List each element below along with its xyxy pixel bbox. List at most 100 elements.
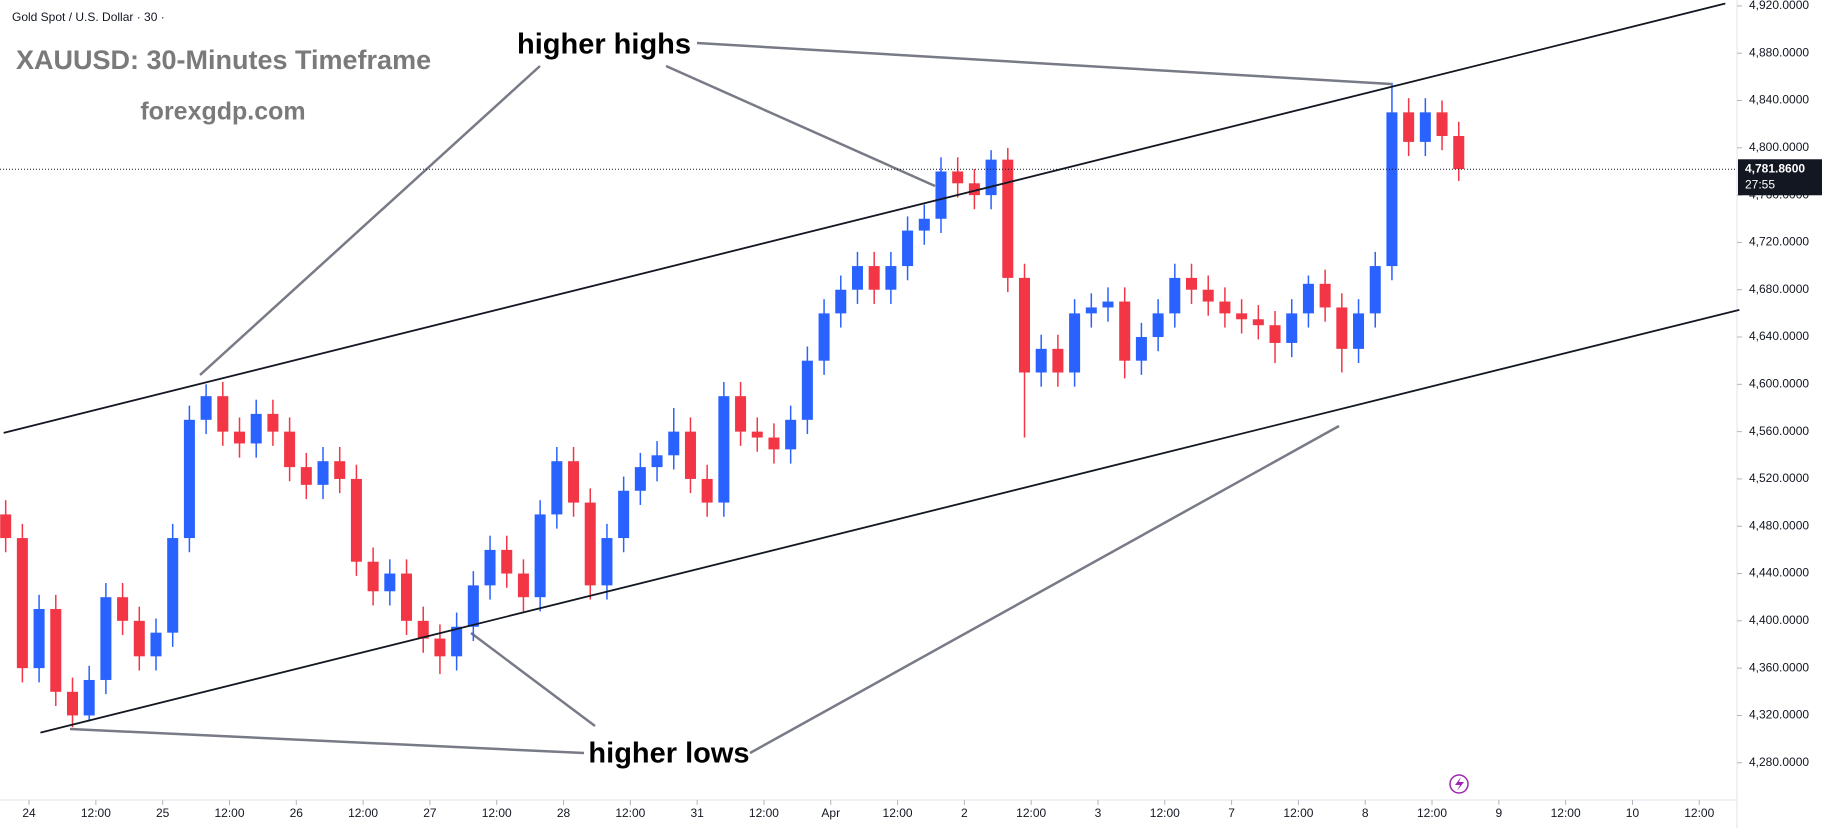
candle-body bbox=[150, 632, 162, 657]
candle-body bbox=[1453, 135, 1465, 170]
candle-body bbox=[634, 467, 646, 491]
y-tick-label: 4,320.0000 bbox=[1749, 708, 1809, 722]
site-name: forexgdp.com bbox=[140, 98, 305, 126]
y-tick-label: 4,800.0000 bbox=[1749, 140, 1809, 154]
candle-body bbox=[401, 573, 413, 621]
x-tick-label: 12:00 bbox=[348, 806, 378, 820]
x-tick-label: 3 bbox=[1095, 806, 1102, 820]
candle-body bbox=[1319, 283, 1331, 308]
candle-body bbox=[718, 396, 730, 503]
candle-body bbox=[768, 437, 780, 450]
candle-body bbox=[517, 573, 529, 598]
candle-body bbox=[1436, 112, 1448, 136]
x-tick-label: 27 bbox=[423, 806, 437, 820]
candle-body bbox=[117, 597, 129, 621]
candle-body bbox=[1119, 301, 1131, 361]
candle-body bbox=[534, 514, 546, 598]
x-tick-label: 26 bbox=[290, 806, 304, 820]
y-tick-label: 4,920.0000 bbox=[1749, 0, 1809, 12]
candle-body bbox=[1085, 307, 1097, 314]
candle-body bbox=[568, 461, 580, 503]
candle-body bbox=[885, 266, 897, 290]
candle-body bbox=[1069, 313, 1081, 373]
candle-body bbox=[1369, 266, 1381, 314]
candle-body bbox=[501, 549, 513, 574]
arrow bbox=[749, 424, 1340, 755]
candle-body bbox=[868, 266, 880, 290]
candle-body bbox=[367, 561, 379, 592]
candle-body bbox=[434, 638, 446, 657]
annotation: higher lows bbox=[588, 738, 749, 770]
candle-body bbox=[584, 502, 596, 586]
candle-body bbox=[16, 538, 28, 669]
y-tick-label: 4,520.0000 bbox=[1749, 471, 1809, 485]
x-tick-label: 12:00 bbox=[81, 806, 111, 820]
candle-body bbox=[1018, 277, 1031, 373]
candle-body bbox=[200, 396, 212, 420]
candles bbox=[0, 82, 1465, 728]
candle-body bbox=[968, 183, 980, 196]
candle-body bbox=[902, 230, 914, 267]
candle-body bbox=[668, 431, 680, 456]
candle-body bbox=[1202, 289, 1214, 302]
last-price-box bbox=[1738, 159, 1822, 196]
icon-bolt bbox=[1455, 777, 1464, 791]
candle-body bbox=[701, 478, 713, 503]
candle-body bbox=[133, 620, 145, 657]
x-tick-label: 10 bbox=[1626, 806, 1640, 820]
candle-body bbox=[1052, 348, 1064, 373]
candle-body bbox=[952, 171, 964, 184]
arrow bbox=[470, 632, 596, 727]
y-tick-label: 4,480.0000 bbox=[1749, 518, 1809, 532]
candle-body bbox=[1152, 313, 1164, 338]
candle-body bbox=[334, 461, 346, 479]
candle-body bbox=[1186, 277, 1198, 290]
candle-body bbox=[1002, 159, 1014, 278]
candle-body bbox=[484, 549, 496, 586]
y-tick-label: 4,360.0000 bbox=[1749, 660, 1809, 674]
candle-body bbox=[183, 419, 195, 539]
candle-body bbox=[801, 360, 813, 420]
annotation: higher highs bbox=[517, 29, 691, 61]
candle-body bbox=[417, 620, 429, 639]
candle-body bbox=[1336, 307, 1348, 349]
y-tick-label: 4,400.0000 bbox=[1749, 613, 1809, 627]
x-tick-label: 24 bbox=[22, 806, 36, 820]
x-tick-label: 8 bbox=[1362, 806, 1369, 820]
candle-body bbox=[818, 313, 830, 361]
arrow bbox=[69, 727, 585, 755]
x-tick-label: 12:00 bbox=[1150, 806, 1180, 820]
candle-body bbox=[33, 609, 45, 669]
candle-body bbox=[1219, 301, 1231, 314]
candle-body bbox=[267, 413, 279, 432]
candle-body bbox=[835, 289, 847, 314]
chart-title: Gold Spot / U.S. Dollar · 30 · bbox=[12, 10, 165, 24]
candle-body bbox=[1169, 277, 1181, 314]
candle-body bbox=[1269, 325, 1281, 343]
candle-body bbox=[935, 171, 947, 219]
candle-body bbox=[1302, 283, 1314, 314]
candle-body bbox=[785, 419, 797, 450]
y-tick-label: 4,560.0000 bbox=[1749, 424, 1809, 438]
candle-body bbox=[601, 538, 613, 586]
candle-body bbox=[300, 467, 312, 485]
y-tick-label: 4,680.0000 bbox=[1749, 282, 1809, 296]
candle-body bbox=[1135, 337, 1147, 361]
y-tick-label: 4,840.0000 bbox=[1749, 93, 1809, 107]
arrow bbox=[696, 41, 1392, 86]
candle-body bbox=[167, 538, 179, 633]
candle-body bbox=[918, 218, 930, 231]
x-tick-label: 12:00 bbox=[883, 806, 913, 820]
y-tick-label: 4,720.0000 bbox=[1749, 235, 1809, 249]
icon-circle bbox=[1449, 774, 1469, 794]
candle-body bbox=[1252, 319, 1264, 326]
candle-body bbox=[651, 455, 663, 468]
candle-body bbox=[0, 514, 12, 539]
candle-body bbox=[1386, 112, 1398, 267]
candle-body bbox=[66, 691, 78, 716]
x-tick-label: 7 bbox=[1228, 806, 1235, 820]
x-tick-label: 9 bbox=[1495, 806, 1502, 820]
alert-icon[interactable] bbox=[1449, 774, 1469, 794]
